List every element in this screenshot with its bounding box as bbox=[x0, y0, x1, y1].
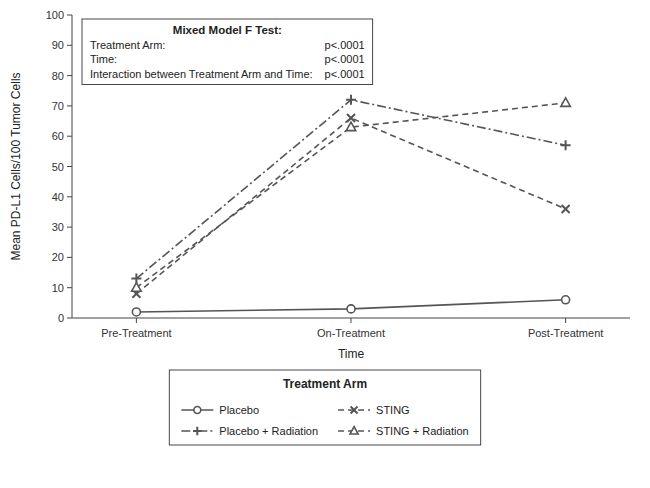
y-tick-label: 50 bbox=[52, 161, 64, 173]
annotation: Mixed Model F Test: Treatment Arm: p<.0001… bbox=[82, 19, 373, 85]
y-tick-label: 0 bbox=[58, 312, 64, 324]
annotation-label: Time: bbox=[90, 53, 117, 65]
marker bbox=[562, 296, 570, 304]
legend-item: STING bbox=[338, 404, 410, 416]
y-tick bbox=[67, 257, 72, 258]
legend-marker bbox=[351, 407, 358, 414]
annotation-value: p<.0001 bbox=[325, 68, 365, 80]
annotation-title: Mixed Model F Test: bbox=[173, 24, 282, 36]
annotation-label: Treatment Arm: bbox=[90, 39, 165, 51]
x-axis-label: Time bbox=[338, 347, 365, 361]
marker bbox=[132, 283, 142, 292]
x-tick-label: Pre-Treatment bbox=[101, 327, 172, 339]
legend-label: Placebo + Radiation bbox=[219, 425, 318, 437]
series-line bbox=[136, 100, 565, 279]
y-tick-label: 60 bbox=[52, 130, 64, 142]
legend-title: Treatment Arm bbox=[283, 377, 367, 391]
y-axis-line bbox=[72, 15, 73, 318]
y-tick bbox=[67, 75, 72, 76]
y-tick bbox=[67, 15, 72, 16]
y-tick bbox=[67, 196, 72, 197]
y-tick bbox=[67, 45, 72, 46]
y-tick-label: 40 bbox=[52, 191, 64, 203]
y-tick-label: 10 bbox=[52, 282, 64, 294]
x-tick-label: Post-Treatment bbox=[528, 327, 603, 339]
legend-item: Placebo bbox=[181, 404, 259, 416]
y-tick-label: 70 bbox=[52, 100, 64, 112]
series-line bbox=[136, 300, 565, 312]
legend: Treatment Arm Placebo Placebo + Radiation S… bbox=[169, 370, 480, 445]
y-tick-label: 80 bbox=[52, 70, 64, 82]
plot-area bbox=[72, 15, 630, 318]
marker bbox=[346, 95, 356, 105]
legend-marker bbox=[350, 427, 358, 434]
legend-marker bbox=[194, 407, 201, 414]
y-axis: 0 10 20 30 40 50 60 70 80 90 100 Mean PD-L1 Cells/1… bbox=[9, 9, 72, 324]
x-tick-label: On-Treatment bbox=[317, 327, 385, 339]
x-tick bbox=[351, 318, 352, 323]
data bbox=[131, 95, 570, 316]
y-tick bbox=[67, 166, 72, 167]
y-tick bbox=[67, 136, 72, 137]
annotation-value: p<.0001 bbox=[325, 39, 365, 51]
y-tick-label: 90 bbox=[52, 39, 64, 51]
legend-label: STING + Radiation bbox=[376, 425, 469, 437]
series-line bbox=[136, 103, 565, 288]
marker bbox=[562, 205, 570, 213]
y-tick-label: 100 bbox=[46, 9, 64, 21]
annotation-label: Interaction between Treatment Arm and Ti… bbox=[90, 68, 313, 80]
x-tick bbox=[565, 318, 566, 323]
marker bbox=[561, 140, 571, 150]
legend-marker bbox=[193, 427, 202, 436]
y-tick-label: 20 bbox=[52, 251, 64, 263]
chart: 0 10 20 30 40 50 60 70 80 90 100 Mean PD-L1 Cells/1… bbox=[0, 0, 650, 488]
marker bbox=[561, 98, 571, 107]
y-tick bbox=[67, 318, 72, 319]
marker bbox=[346, 122, 356, 131]
legend-item: Placebo + Radiation bbox=[181, 425, 318, 437]
legend-label: STING bbox=[376, 404, 410, 416]
marker bbox=[347, 305, 355, 313]
marker bbox=[132, 308, 140, 316]
x-tick bbox=[136, 318, 137, 323]
legend-box bbox=[169, 370, 480, 445]
y-tick-label: 30 bbox=[52, 221, 64, 233]
y-axis-label: Mean PD-L1 Cells/100 Tumor Cells bbox=[9, 72, 23, 260]
annotation-value: p<.0001 bbox=[325, 53, 365, 65]
y-tick bbox=[67, 227, 72, 228]
y-tick bbox=[67, 287, 72, 288]
y-tick bbox=[67, 105, 72, 106]
series-line bbox=[136, 118, 565, 294]
legend-label: Placebo bbox=[219, 404, 259, 416]
annotation-box bbox=[82, 19, 373, 85]
x-axis: Pre-Treatment On-Treatment Post-Treatment T… bbox=[72, 318, 630, 361]
legend-item: STING + Radiation bbox=[338, 425, 469, 437]
